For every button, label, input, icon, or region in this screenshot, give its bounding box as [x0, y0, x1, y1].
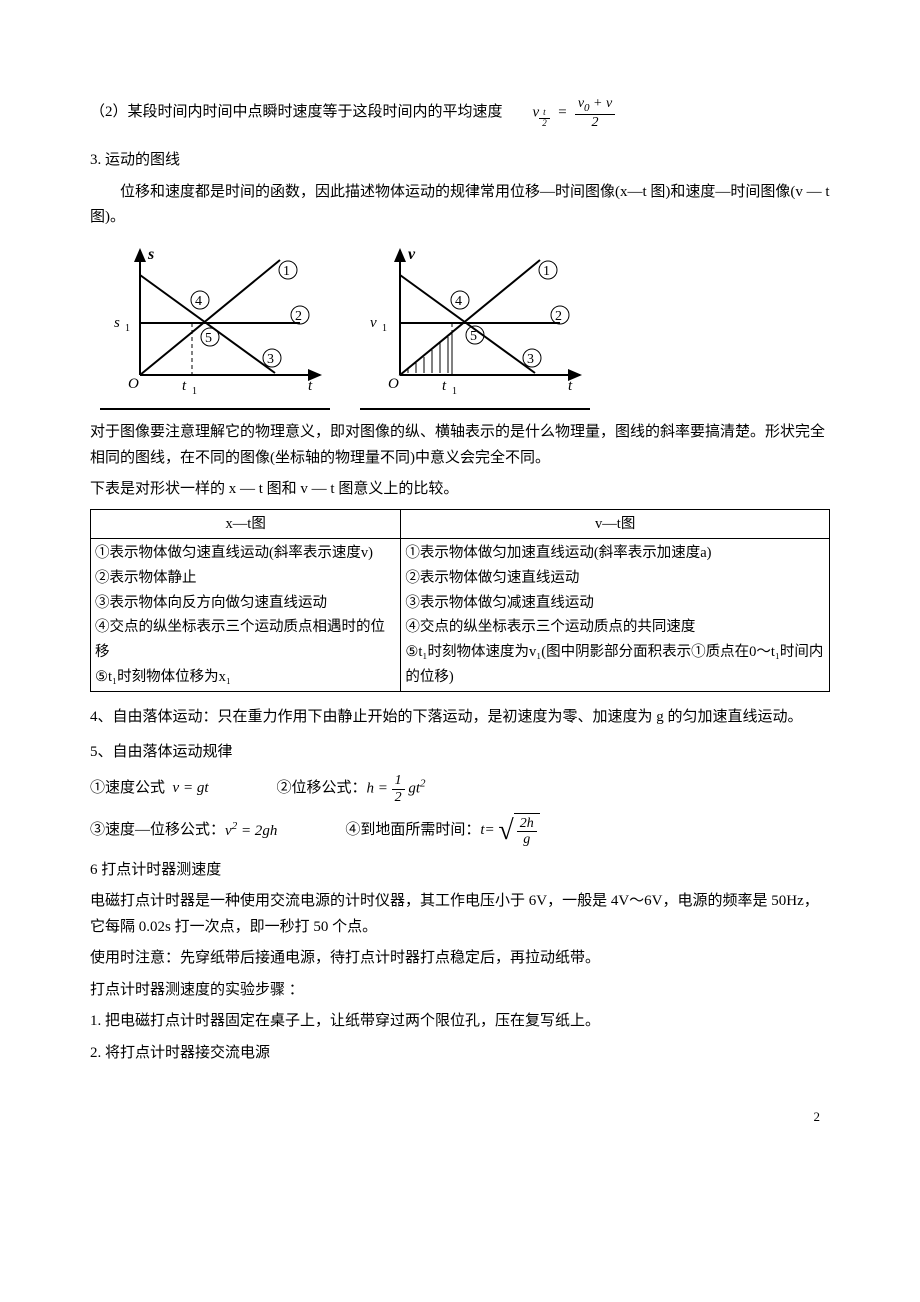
svg-text:5: 5 — [205, 331, 212, 346]
f2: h = 12 gt2 — [367, 773, 426, 805]
f4: t = √ 2h g — [480, 813, 539, 848]
table-cell-right: ①表示物体做匀加速直线运动(斜率表示加速度a) ②表示物体做匀速直线运动 ③表示… — [401, 539, 830, 692]
svg-text:s: s — [147, 246, 154, 263]
f2-label: ②位移公式： — [276, 776, 366, 802]
svg-text:O: O — [388, 376, 399, 392]
svg-text:4: 4 — [195, 294, 202, 309]
svg-text:s: s — [114, 315, 120, 331]
f3: v2 = 2gh — [225, 817, 277, 845]
section-6-p3: 打点计时器测速度的实验步骤 ： — [90, 978, 830, 1004]
svg-text:1: 1 — [192, 386, 197, 395]
table-cell-left: ①表示物体做匀速直线运动(斜率表示速度v) ②表示物体静止 ③表示物体向反方向做… — [91, 539, 401, 692]
table-header-left: x—t图 — [91, 509, 401, 539]
formula-avg-velocity: vt2 = v0 + v 2 — [533, 96, 616, 130]
section-2-text: （2）某段时间内时间中点瞬时速度等于这段时间内的平均速度 — [90, 100, 503, 126]
section-6-p2: 使用时注意：先穿纸带后接通电源，待打点计时器打点稳定后，再拉动纸带。 — [90, 946, 830, 972]
section-6-step1: 1. 把电磁打点计时器固定在桌子上，让纸带穿过两个限位孔，压在复写纸上。 — [90, 1009, 830, 1035]
graph-v-t: v t O v 1 t 1 1 2 — [360, 245, 590, 411]
svg-text:3: 3 — [527, 352, 534, 367]
section-6-step2: 2. 将打点计时器接交流电源 — [90, 1041, 830, 1067]
formula-row-1: ①速度公式 v = gt ②位移公式： h = 12 gt2 — [90, 773, 830, 805]
svg-text:5: 5 — [470, 329, 477, 344]
svg-text:3: 3 — [267, 352, 274, 367]
svg-text:1: 1 — [125, 323, 130, 334]
graphs-explain-1: 对于图像要注意理解它的物理意义，即对图像的纵、横轴表示的是什么物理量，图线的斜率… — [90, 420, 830, 471]
svg-text:v: v — [370, 315, 377, 331]
svg-text:2: 2 — [295, 309, 302, 324]
section-6-heading: 6 打点计时器测速度 — [90, 858, 830, 884]
svg-text:v: v — [408, 246, 416, 263]
svg-text:t: t — [442, 378, 447, 394]
section-5-heading: 5、自由落体运动规律 — [90, 740, 830, 766]
section-4: 4、自由落体运动：只在重力作用下由静止开始的下落运动，是初速度为零、加速度为 g… — [90, 702, 830, 734]
svg-text:O: O — [128, 376, 139, 392]
svg-text:1: 1 — [382, 323, 387, 334]
graph-s-t: s t O s 1 t 1 1 2 3 — [100, 245, 330, 411]
section-6-p1: 电磁打点计时器是一种使用交流电源的计时仪器，其工作电压小于 6V，一般是 4V～… — [90, 889, 830, 940]
section-3-body: 位移和速度都是时间的函数，因此描述物体运动的规律常用位移—时间图像(x—t 图)… — [90, 180, 830, 231]
svg-text:2: 2 — [555, 309, 562, 324]
f4-label: ④到地面所需时间： — [345, 818, 480, 844]
svg-text:4: 4 — [455, 294, 462, 309]
comparison-table: x—t图 v—t图 ①表示物体做匀速直线运动(斜率表示速度v) ②表示物体静止 … — [90, 509, 830, 692]
f3-label: ③速度—位移公式： — [90, 818, 225, 844]
graphs-explain-2: 下表是对形状一样的 x — t 图和 v — t 图意义上的比较。 — [90, 477, 830, 503]
svg-text:t: t — [182, 378, 187, 394]
svg-text:t: t — [308, 378, 313, 394]
svg-text:t: t — [568, 378, 573, 394]
f1-label: ①速度公式 — [90, 776, 165, 802]
svg-text:1: 1 — [283, 264, 290, 279]
f1: v = gt — [173, 776, 209, 802]
section-2: （2）某段时间内时间中点瞬时速度等于这段时间内的平均速度 vt2 = v0 + … — [90, 96, 830, 130]
table-header-right: v—t图 — [401, 509, 830, 539]
formula-row-2: ③速度—位移公式： v2 = 2gh ④到地面所需时间： t = √ 2h g — [90, 813, 830, 848]
svg-text:1: 1 — [543, 264, 550, 279]
svg-text:1: 1 — [452, 386, 457, 395]
graphs-container: s t O s 1 t 1 1 2 3 — [100, 245, 830, 411]
page-number: 2 — [90, 1106, 830, 1128]
section-3-heading: 3. 运动的图线 — [90, 148, 830, 174]
